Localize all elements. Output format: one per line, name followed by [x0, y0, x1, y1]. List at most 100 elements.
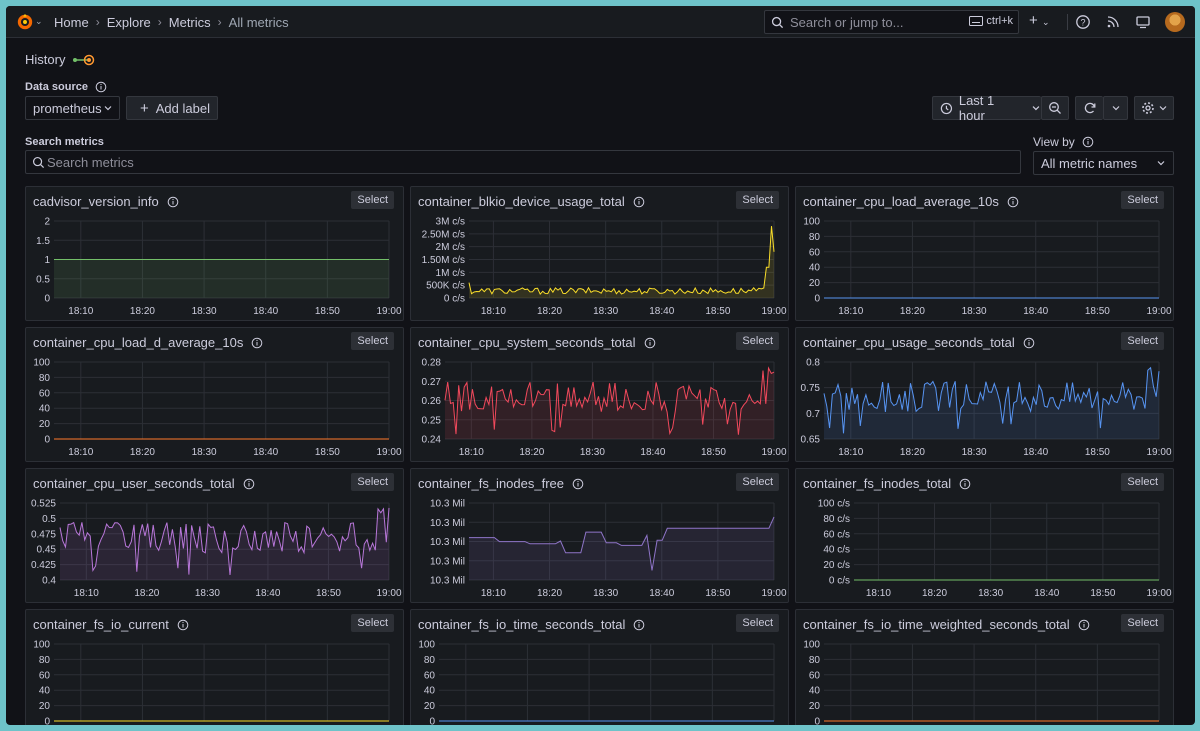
- info-icon[interactable]: [633, 196, 645, 208]
- y-tick-label: 100: [33, 358, 50, 369]
- y-tick-label: 80 c/s: [823, 514, 850, 525]
- global-search-input[interactable]: Search or jump to... ctrl+k: [764, 10, 1019, 34]
- x-tick-label: 18:10: [68, 447, 93, 458]
- x-tick-label: 19:00: [376, 306, 401, 317]
- select-metric-button[interactable]: Select: [1121, 614, 1164, 632]
- refresh-interval-dropdown[interactable]: [1103, 96, 1128, 120]
- y-tick-label: 0.5: [42, 514, 56, 525]
- info-icon[interactable]: [959, 478, 971, 490]
- info-icon[interactable]: [95, 81, 107, 93]
- select-metric-button[interactable]: Select: [736, 614, 779, 632]
- select-metric-button[interactable]: Select: [736, 332, 779, 350]
- select-metric-button[interactable]: Select: [1121, 473, 1164, 491]
- y-tick-label: 40: [809, 686, 821, 697]
- select-metric-button[interactable]: Select: [351, 614, 394, 632]
- y-tick-label: 20: [39, 701, 51, 712]
- metric-chart: 10.3 Mil 10.3 Mil 10.3 Mil 10.3 Mil 10.3 Mil…: [430, 499, 787, 600]
- metric-panel-title: container_cpu_usage_seconds_total: [803, 335, 1035, 350]
- y-tick-label: 0.475: [31, 529, 56, 540]
- y-tick-label: 100: [33, 640, 50, 651]
- plus-icon: +: [140, 99, 149, 117]
- help-icon[interactable]: ?: [1075, 14, 1091, 30]
- select-metric-button[interactable]: Select: [736, 191, 779, 209]
- y-tick-label: 60: [39, 670, 51, 681]
- y-tick-label: 60: [809, 670, 821, 681]
- settings-button[interactable]: [1134, 96, 1174, 120]
- refresh-button[interactable]: [1075, 96, 1103, 120]
- series-line: [444, 366, 775, 436]
- zoom-out-button[interactable]: [1041, 96, 1069, 120]
- grafana-logo-icon[interactable]: [16, 13, 34, 31]
- select-metric-button[interactable]: Select: [351, 332, 394, 350]
- search-metrics-input[interactable]: Search metrics: [25, 150, 1021, 174]
- x-tick-label: 18:30: [962, 447, 987, 458]
- data-source-select[interactable]: prometheus: [25, 96, 120, 120]
- y-tick-label: 0.28: [422, 358, 442, 369]
- keyboard-icon: [969, 16, 984, 26]
- metric-name: container_blkio_device_usage_total: [418, 194, 625, 209]
- x-tick-label: 18:50: [705, 306, 730, 317]
- select-metric-button[interactable]: Select: [351, 191, 394, 209]
- x-tick-label: 18:40: [253, 306, 278, 317]
- y-tick-label: 100: [803, 640, 820, 651]
- info-icon[interactable]: [572, 478, 584, 490]
- x-tick-label: 19:00: [761, 447, 786, 458]
- metric-name: container_fs_inodes_total: [803, 476, 952, 491]
- user-avatar[interactable]: [1165, 12, 1185, 32]
- y-tick-label: 40: [39, 686, 51, 697]
- search-metrics-label: Search metrics: [25, 136, 104, 148]
- view-by-select[interactable]: All metric names: [1033, 151, 1174, 175]
- select-metric-button[interactable]: Select: [1121, 332, 1164, 350]
- x-tick-label: 18:50: [315, 306, 340, 317]
- metric-panel-title: container_fs_inodes_total: [803, 476, 971, 491]
- x-tick-label: 18:20: [537, 306, 562, 317]
- y-tick-label: 20 c/s: [823, 560, 850, 571]
- series-area: [445, 368, 774, 439]
- metric-name: container_cpu_system_seconds_total: [418, 335, 636, 350]
- info-icon[interactable]: [1078, 619, 1090, 631]
- x-tick-label: 18:40: [1023, 447, 1048, 458]
- y-tick-label: 0.25: [422, 415, 442, 426]
- metric-panel-title: container_blkio_device_usage_total: [418, 194, 645, 209]
- y-tick-label: 100: [418, 640, 435, 651]
- info-icon[interactable]: [644, 337, 656, 349]
- history-toggle-icon[interactable]: [73, 54, 95, 66]
- info-icon[interactable]: [251, 337, 263, 349]
- breadcrumb-home[interactable]: Home: [54, 14, 89, 30]
- select-metric-button[interactable]: Select: [736, 473, 779, 491]
- view-by-label-row: View by: [1033, 135, 1094, 149]
- select-metric-button[interactable]: Select: [351, 473, 394, 491]
- info-icon[interactable]: [243, 478, 255, 490]
- y-tick-label: 0.27: [422, 377, 442, 388]
- x-tick-label: 18:40: [649, 588, 674, 599]
- time-range-label: Last 1 hour: [958, 93, 995, 123]
- new-plus-icon[interactable]: + ⌄: [1029, 12, 1050, 29]
- info-icon[interactable]: [167, 196, 179, 208]
- y-tick-label: 1.50M c/s: [422, 255, 465, 266]
- y-tick-label: 1: [44, 255, 50, 266]
- metric-panel: container_fs_io_time_weighted_seconds_to…: [795, 609, 1174, 725]
- chevron-down-icon[interactable]: ⌄: [35, 16, 43, 26]
- rss-news-icon[interactable]: [1105, 14, 1121, 30]
- time-range-picker[interactable]: Last 1 hour: [932, 93, 1041, 123]
- info-icon[interactable]: [1023, 337, 1035, 349]
- add-label-button[interactable]: + Add label: [126, 96, 218, 120]
- breadcrumb-explore[interactable]: Explore: [106, 14, 151, 30]
- info-icon[interactable]: [633, 619, 645, 631]
- global-search-placeholder: Search or jump to...: [790, 14, 904, 30]
- info-icon[interactable]: [177, 619, 189, 631]
- y-tick-label: 0.7: [806, 409, 820, 420]
- y-tick-label: 1.5: [36, 236, 50, 247]
- info-icon[interactable]: [1007, 196, 1019, 208]
- x-tick-label: 19:00: [761, 588, 786, 599]
- metric-panel: container_fs_inodes_free Select 10.3 Mil 10…: [410, 468, 789, 603]
- breadcrumb-metrics[interactable]: Metrics: [168, 14, 211, 30]
- kiosk-monitor-icon[interactable]: [1135, 14, 1151, 30]
- metric-chart: 10080604020018:1018:2018:3018:4018:5019:…: [418, 640, 775, 725]
- info-icon[interactable]: [1082, 136, 1094, 148]
- metric-panel: container_fs_inodes_total Select 100 c/s 80…: [795, 468, 1174, 603]
- select-metric-button[interactable]: Select: [1121, 191, 1164, 209]
- y-tick-label: 80: [39, 655, 51, 666]
- y-tick-label: 2.50M c/s: [422, 229, 465, 240]
